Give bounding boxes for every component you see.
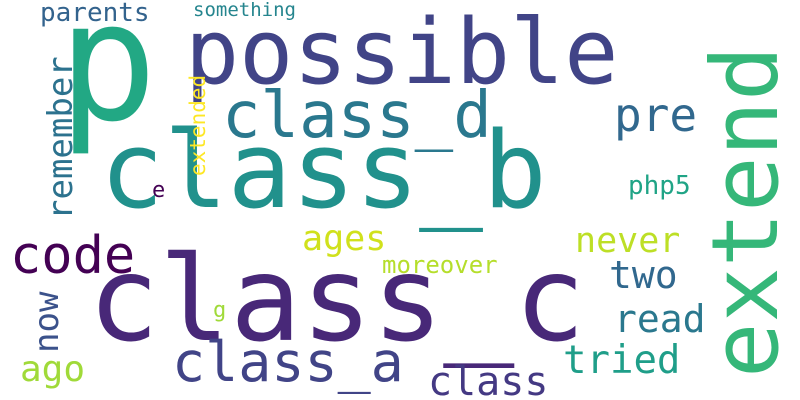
word-5: class_d	[222, 79, 492, 153]
word-16: remember	[41, 56, 81, 220]
word-0: class_c	[88, 230, 586, 368]
word-3: p	[58, 0, 158, 158]
word-9: class	[428, 359, 549, 400]
word-11: read	[614, 297, 706, 341]
word-21: extended	[186, 74, 210, 176]
word-23: e	[152, 178, 166, 203]
word-22: something	[193, 0, 296, 21]
word-4: extend	[692, 45, 799, 378]
word-12: two	[609, 253, 678, 297]
word-7: code	[10, 226, 136, 286]
word-18: php5	[628, 171, 691, 201]
word-15: ago	[20, 349, 86, 390]
word-8: pre	[614, 88, 698, 142]
word-19: moreover	[382, 251, 498, 279]
word-1: class_b	[100, 109, 547, 232]
word-2: possible	[185, 0, 619, 105]
word-6: class_a	[172, 330, 404, 394]
word-10: tried	[563, 338, 681, 383]
word-14: ages	[302, 219, 387, 259]
word-20: parents	[40, 0, 150, 28]
word-13: never	[575, 221, 681, 261]
word-17: now	[27, 291, 67, 353]
word-24: g	[213, 298, 227, 323]
